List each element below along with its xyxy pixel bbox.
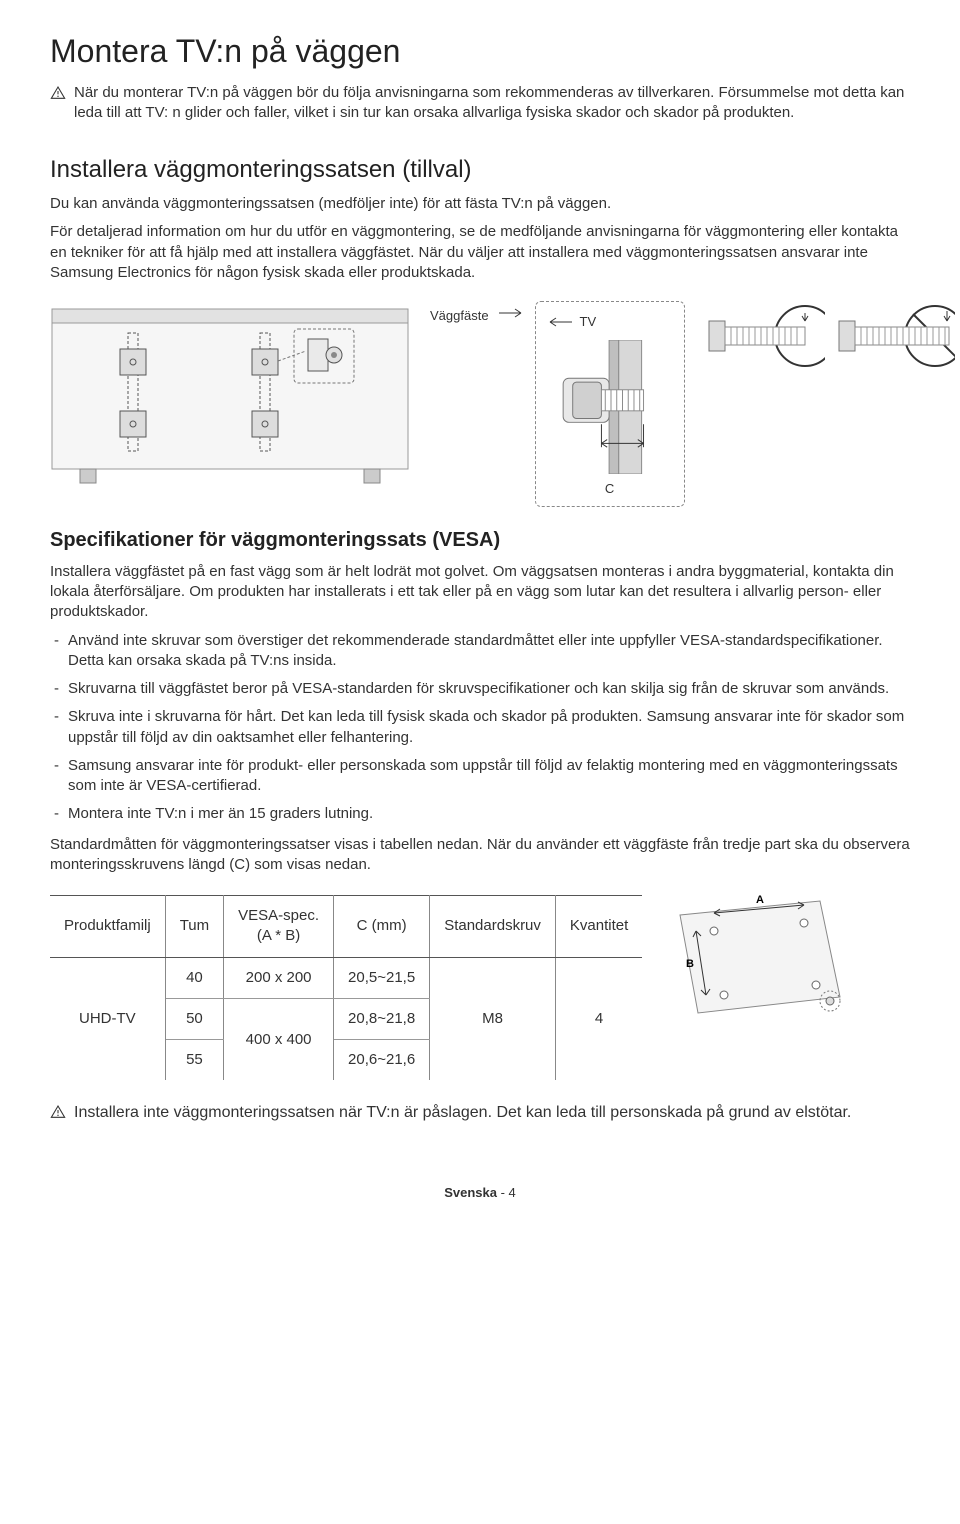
th-qty: Kvantitet xyxy=(555,896,642,958)
b-label: B xyxy=(686,958,694,970)
list-item: Montera inte TV:n i mer än 15 graders lu… xyxy=(50,804,910,824)
list-item: Samsung ansvarar inte för produkt- eller… xyxy=(50,756,910,797)
cell-qty: 4 xyxy=(555,957,642,1080)
mounting-diagram: Väggfäste TV xyxy=(50,301,910,507)
cell-inch: 40 xyxy=(165,957,223,998)
list-item: Skruva inte i skruvarna för hårt. Det ka… xyxy=(50,707,910,748)
footer-lang: Svenska xyxy=(444,1185,497,1200)
section-install-heading: Installera väggmonteringssatsen (tillval… xyxy=(50,154,910,186)
list-item: Skruvarna till väggfästet beror på VESA-… xyxy=(50,679,910,699)
footer-sep: - xyxy=(497,1185,509,1200)
vesa-intro-para: Installera väggfästet på en fast vägg so… xyxy=(50,562,910,623)
warning-icon xyxy=(50,1104,66,1120)
install-para-2: För detaljerad information om hur du utf… xyxy=(50,222,910,283)
bottom-warning: Installera inte väggmonteringssatsen när… xyxy=(50,1102,910,1124)
tv-back-illustration xyxy=(50,301,410,497)
vesa-table-intro: Standardmåtten för väggmonteringssatser … xyxy=(50,835,910,876)
th-screw: Standardskruv xyxy=(430,896,556,958)
warning-icon xyxy=(50,85,66,101)
th-family: Produktfamilj xyxy=(50,896,165,958)
tv-label: TV xyxy=(580,313,597,331)
cell-family: UHD-TV xyxy=(50,957,165,1080)
bottom-warning-text: Installera inte väggmonteringssatsen när… xyxy=(74,1102,851,1124)
cell-inch: 55 xyxy=(165,1040,223,1081)
bracket-label: Väggfäste xyxy=(430,307,489,325)
cross-section-illustration: Väggfäste TV xyxy=(430,301,685,507)
c-dimension-label: C xyxy=(544,480,676,498)
a-label: A xyxy=(756,894,764,906)
th-vesa: VESA-spec. (A * B) xyxy=(224,896,334,958)
vesa-spec-table: Produktfamilj Tum VESA-spec. (A * B) C (… xyxy=(50,895,642,1080)
cell-inch: 50 xyxy=(165,998,223,1039)
cell-vesa: 200 x 200 xyxy=(224,957,334,998)
warning-text: När du monterar TV:n på väggen bör du fö… xyxy=(74,83,910,124)
th-inch: Tum xyxy=(165,896,223,958)
warning-block: När du monterar TV:n på väggen bör du fö… xyxy=(50,83,910,132)
vesa-bullet-list: Använd inte skruvar som överstiger det r… xyxy=(50,631,910,825)
th-c: C (mm) xyxy=(334,896,430,958)
footer-page: 4 xyxy=(509,1185,516,1200)
cell-c: 20,8~21,8 xyxy=(334,998,430,1039)
install-para-1: Du kan använda väggmonteringssatsen (med… xyxy=(50,194,910,214)
vesa-spec-heading: Specifikationer för väggmonteringssats (… xyxy=(50,527,910,554)
cell-c: 20,6~21,6 xyxy=(334,1040,430,1081)
screw-comparison xyxy=(705,301,955,371)
vesa-spec-table-wrap: Produktfamilj Tum VESA-spec. (A * B) C (… xyxy=(50,883,910,1080)
vesa-ab-diagram: A B xyxy=(670,893,850,1029)
cell-screw: M8 xyxy=(430,957,556,1080)
page-footer: Svenska - 4 xyxy=(50,1184,910,1202)
screw-notok-icon xyxy=(835,301,955,371)
list-item: Använd inte skruvar som överstiger det r… xyxy=(50,631,910,672)
cell-c: 20,5~21,5 xyxy=(334,957,430,998)
page-title: Montera TV:n på väggen xyxy=(50,30,910,73)
screw-ok-icon xyxy=(705,301,825,371)
cell-vesa: 400 x 400 xyxy=(224,998,334,1080)
